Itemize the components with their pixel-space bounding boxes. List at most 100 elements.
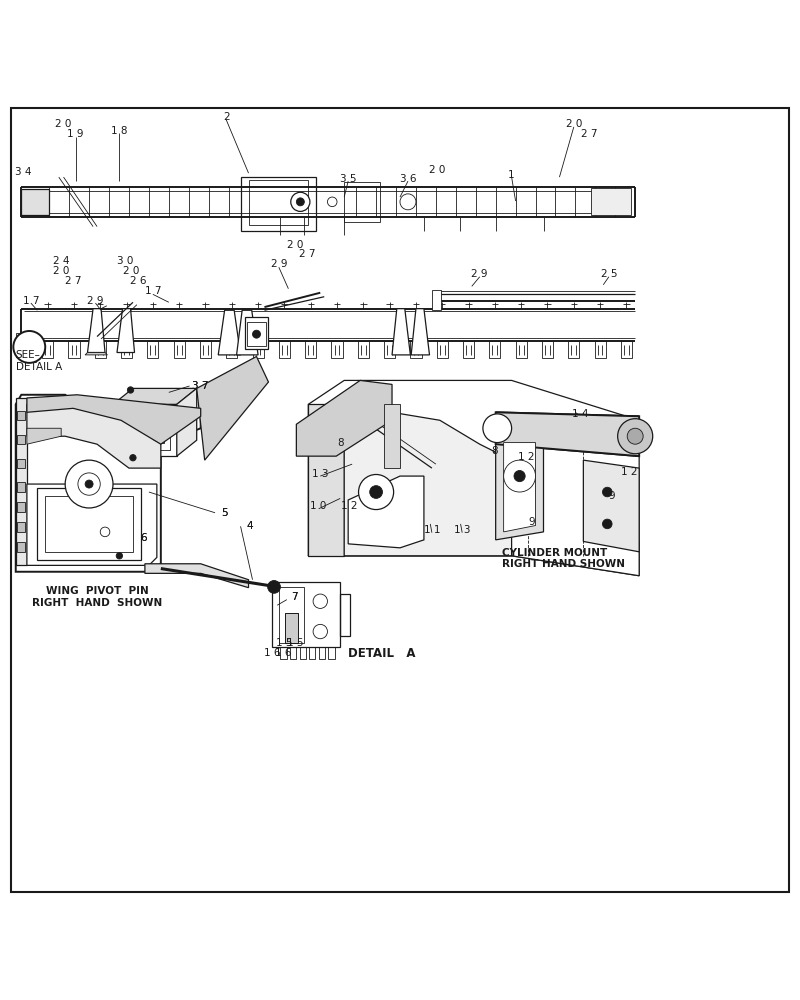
Bar xyxy=(384,341,395,358)
Polygon shape xyxy=(27,395,201,444)
Text: 1 6: 1 6 xyxy=(264,648,281,658)
Bar xyxy=(286,613,298,643)
Bar xyxy=(241,177,316,231)
Text: DETAIL   A: DETAIL A xyxy=(348,647,416,660)
Polygon shape xyxy=(296,380,392,456)
Text: 1 2: 1 2 xyxy=(621,467,637,477)
Bar xyxy=(299,647,306,659)
Text: SEE–
DETAIL A: SEE– DETAIL A xyxy=(16,350,62,372)
Polygon shape xyxy=(145,564,249,588)
Bar xyxy=(286,613,298,643)
Bar xyxy=(279,341,290,358)
Circle shape xyxy=(327,197,337,207)
Bar xyxy=(490,341,501,358)
Polygon shape xyxy=(504,443,535,532)
Text: 2 0: 2 0 xyxy=(286,240,303,250)
Bar xyxy=(46,496,133,552)
Text: CYLINDER MOUNT
RIGHT HAND SHOWN: CYLINDER MOUNT RIGHT HAND SHOWN xyxy=(502,548,625,569)
Text: 2 0: 2 0 xyxy=(566,119,582,129)
Bar xyxy=(126,417,164,443)
Polygon shape xyxy=(113,388,197,404)
Text: 1 2: 1 2 xyxy=(518,452,534,462)
Text: 2 4: 2 4 xyxy=(53,256,70,266)
Bar xyxy=(249,180,308,225)
Text: 3 7: 3 7 xyxy=(193,381,209,391)
Text: 3 7: 3 7 xyxy=(193,381,209,391)
Circle shape xyxy=(150,408,163,421)
Polygon shape xyxy=(117,309,134,353)
Circle shape xyxy=(100,527,110,537)
Text: 2 7: 2 7 xyxy=(65,276,82,286)
Bar xyxy=(18,502,26,512)
Bar xyxy=(340,594,350,636)
Polygon shape xyxy=(27,428,61,444)
Bar xyxy=(245,317,269,349)
Polygon shape xyxy=(237,310,258,355)
Text: 2 5: 2 5 xyxy=(601,269,617,279)
Bar xyxy=(309,647,315,659)
Text: 3 0: 3 0 xyxy=(117,256,133,266)
Circle shape xyxy=(313,624,327,639)
Bar xyxy=(594,341,606,358)
Bar xyxy=(174,341,185,358)
Text: 2 7: 2 7 xyxy=(299,249,316,259)
Bar xyxy=(542,341,553,358)
Text: 1 1: 1 1 xyxy=(424,525,440,535)
Bar xyxy=(200,341,211,358)
Circle shape xyxy=(152,431,162,441)
Bar xyxy=(121,341,132,358)
Circle shape xyxy=(290,192,310,211)
Circle shape xyxy=(483,414,512,443)
Text: 2: 2 xyxy=(223,112,230,122)
Text: 1 7: 1 7 xyxy=(145,286,161,296)
Polygon shape xyxy=(411,309,430,355)
Polygon shape xyxy=(384,404,400,468)
Bar xyxy=(463,341,474,358)
Bar xyxy=(18,435,26,444)
Polygon shape xyxy=(392,309,410,355)
Text: 9: 9 xyxy=(608,491,614,501)
Bar xyxy=(42,341,54,358)
Polygon shape xyxy=(27,404,161,468)
Bar xyxy=(16,333,38,357)
Bar xyxy=(344,182,380,222)
Text: 8: 8 xyxy=(337,438,343,448)
Circle shape xyxy=(65,460,113,508)
Text: 2 7: 2 7 xyxy=(581,129,597,139)
Bar xyxy=(621,341,632,358)
Bar xyxy=(591,188,631,215)
Polygon shape xyxy=(16,398,27,565)
Bar xyxy=(68,341,79,358)
Text: 2 9: 2 9 xyxy=(471,269,488,279)
Text: 7: 7 xyxy=(291,592,298,602)
Text: 2 9: 2 9 xyxy=(270,259,287,269)
Text: 2 0: 2 0 xyxy=(55,119,72,129)
Circle shape xyxy=(313,594,327,608)
Text: WING  PIVOT  PIN
RIGHT  HAND  SHOWN: WING PIVOT PIN RIGHT HAND SHOWN xyxy=(32,586,162,608)
Bar xyxy=(18,482,26,492)
Circle shape xyxy=(504,460,535,492)
Text: 3 5: 3 5 xyxy=(340,174,357,184)
Bar xyxy=(247,322,266,346)
Polygon shape xyxy=(218,310,241,355)
Bar xyxy=(226,341,238,358)
Text: 1 5: 1 5 xyxy=(286,639,303,648)
Circle shape xyxy=(400,194,416,210)
Circle shape xyxy=(370,486,382,498)
Text: 2 0: 2 0 xyxy=(123,266,139,276)
Text: 3 6: 3 6 xyxy=(400,174,416,184)
Polygon shape xyxy=(16,395,201,572)
Circle shape xyxy=(116,553,122,559)
Bar xyxy=(328,647,334,659)
Polygon shape xyxy=(197,357,269,460)
Circle shape xyxy=(618,419,653,454)
Circle shape xyxy=(14,331,46,363)
Circle shape xyxy=(627,428,643,444)
Text: 2 0: 2 0 xyxy=(430,165,446,175)
Text: 1 3: 1 3 xyxy=(454,525,470,535)
Text: 1 3: 1 3 xyxy=(312,469,329,479)
Bar xyxy=(290,647,296,659)
Bar xyxy=(119,411,170,450)
Bar xyxy=(305,341,316,358)
Bar xyxy=(18,542,26,552)
